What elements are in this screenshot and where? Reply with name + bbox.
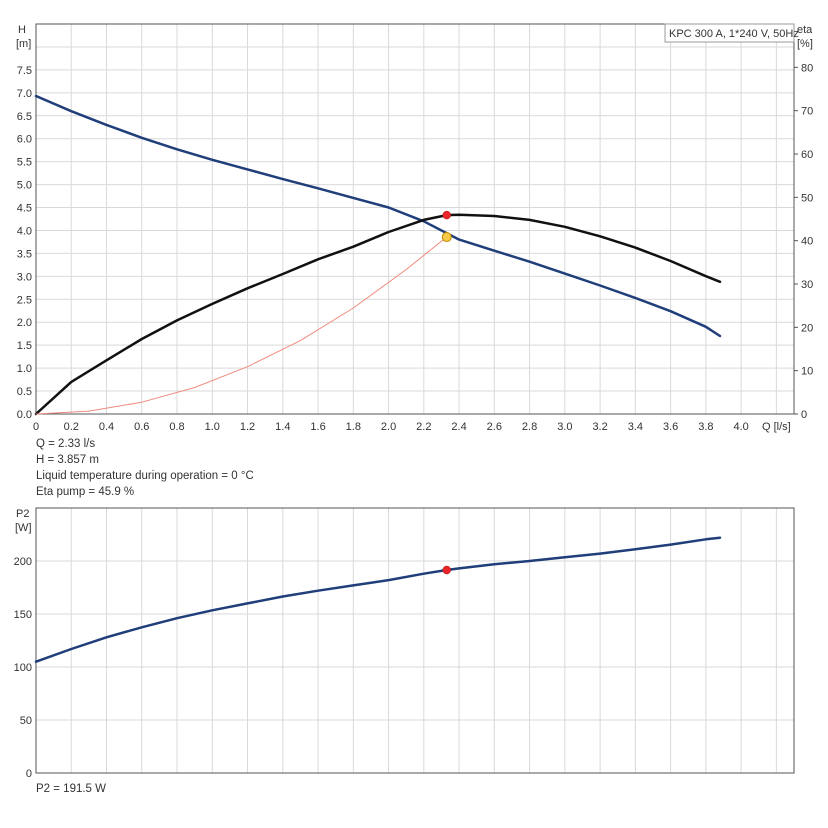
y-axis-label-h: H (18, 24, 26, 36)
y2-tick-label: 70 (801, 106, 813, 118)
y-tick-label: 0.5 (17, 386, 32, 398)
x-tick-label: 3.6 (663, 421, 678, 433)
x-tick-label: 0.6 (134, 421, 149, 433)
footer-p2: P2 = 191.5 W (36, 783, 106, 795)
duty-point-power[interactable] (442, 565, 451, 575)
x-tick-label: 1.6 (310, 421, 325, 433)
p2-tick-label: 200 (14, 556, 32, 568)
x-tick-label: 2.2 (416, 421, 431, 433)
top-chart-series (34, 94, 722, 416)
y-tick-label: 6.5 (17, 111, 32, 123)
y-tick-label: 7.5 (17, 65, 32, 77)
duty-point-efficiency[interactable] (442, 210, 451, 220)
y-tick-label: 3.5 (17, 248, 32, 260)
power-curve (34, 536, 722, 663)
y-tick-label: 1.0 (17, 363, 32, 375)
info-temperature: Liquid temperature during operation = 0 … (36, 470, 254, 482)
legend-box: KPC 300 A, 1*240 V, 50Hz (664, 23, 799, 43)
y2-tick-label: 10 (801, 366, 813, 378)
y2-axis-unit-percent: [%] (797, 38, 813, 50)
y-tick-label: 4.5 (17, 203, 32, 215)
y-tick-label: 3.0 (17, 271, 32, 283)
y2-tick-label: 30 (801, 279, 813, 291)
x-tick-label: 3.8 (698, 421, 713, 433)
x-tick-label: 1.0 (205, 421, 220, 433)
info-eta: Eta pump = 45.9 % (36, 486, 134, 498)
system-curve (35, 236, 448, 415)
y-tick-label: 5.0 (17, 180, 32, 192)
p2-tick-label: 0 (26, 768, 32, 780)
info-q: Q = 2.33 l/s (36, 438, 95, 450)
p2-tick-label: 100 (14, 662, 32, 674)
y-tick-label: 2.0 (17, 317, 32, 329)
legend-text: KPC 300 A, 1*240 V, 50Hz (669, 28, 799, 40)
y-tick-label: 1.5 (17, 340, 32, 352)
top-plot-frame (35, 23, 795, 415)
x-axis-label-q: Q [l/s] (762, 421, 791, 433)
x-tick-label: 0.4 (99, 421, 114, 433)
duty-point-head[interactable] (441, 232, 452, 243)
y2-tick-label: 60 (801, 149, 813, 161)
y-tick-label: 6.0 (17, 134, 32, 146)
y2-tick-label: 0 (801, 409, 807, 421)
x-tick-label: 1.2 (240, 421, 255, 433)
bottom-chart-series (34, 536, 722, 663)
y-tick-label: 5.5 (17, 157, 32, 169)
x-tick-label: 4.0 (733, 421, 748, 433)
p2-tick-label: 50 (20, 715, 32, 727)
x-tick-label: 0 (33, 421, 39, 433)
bottom-plot-frame (35, 507, 795, 774)
x-tick-label: 2.8 (522, 421, 537, 433)
x-tick-label: 3.4 (628, 421, 643, 433)
x-tick-label: 0.8 (169, 421, 184, 433)
x-tick-label: 1.8 (346, 421, 361, 433)
y-tick-label: 7.0 (17, 88, 32, 100)
x-tick-label: 2.0 (381, 421, 396, 433)
y2-tick-label: 80 (801, 62, 813, 74)
x-tick-label: 1.4 (275, 421, 290, 433)
x-tick-label: 2.4 (451, 421, 466, 433)
y2-tick-label: 50 (801, 192, 813, 204)
y2-tick-label: 20 (801, 322, 813, 334)
y-axis-unit-m: [m] (16, 38, 31, 50)
y-tick-label: 4.0 (17, 225, 32, 237)
head-curve (34, 94, 722, 338)
bottom-chart-grid (35, 508, 794, 774)
info-h: H = 3.857 m (36, 454, 99, 466)
efficiency-curve (34, 213, 722, 416)
y-axis-label-p2: P2 (16, 508, 29, 520)
x-tick-label: 0.2 (64, 421, 79, 433)
y2-axis-label-eta: eta (797, 24, 813, 36)
y-axis-unit-w: [W] (15, 522, 32, 534)
y2-tick-label: 40 (801, 236, 813, 248)
x-tick-label: 3.2 (592, 421, 607, 433)
bottom-chart-ticks: 0 50 100 150 200 (14, 556, 32, 780)
y-tick-label: 0.0 (17, 409, 32, 421)
y-tick-label: 2.5 (17, 294, 32, 306)
p2-tick-label: 150 (14, 609, 32, 621)
top-chart-ticks: 0.0 0.5 1.0 1.5 2.0 2.5 3.0 3.5 4.0 4.5 5.0 5.5 6.0 6… (17, 62, 814, 433)
x-tick-label: 3.0 (557, 421, 572, 433)
x-tick-label: 2.6 (487, 421, 502, 433)
